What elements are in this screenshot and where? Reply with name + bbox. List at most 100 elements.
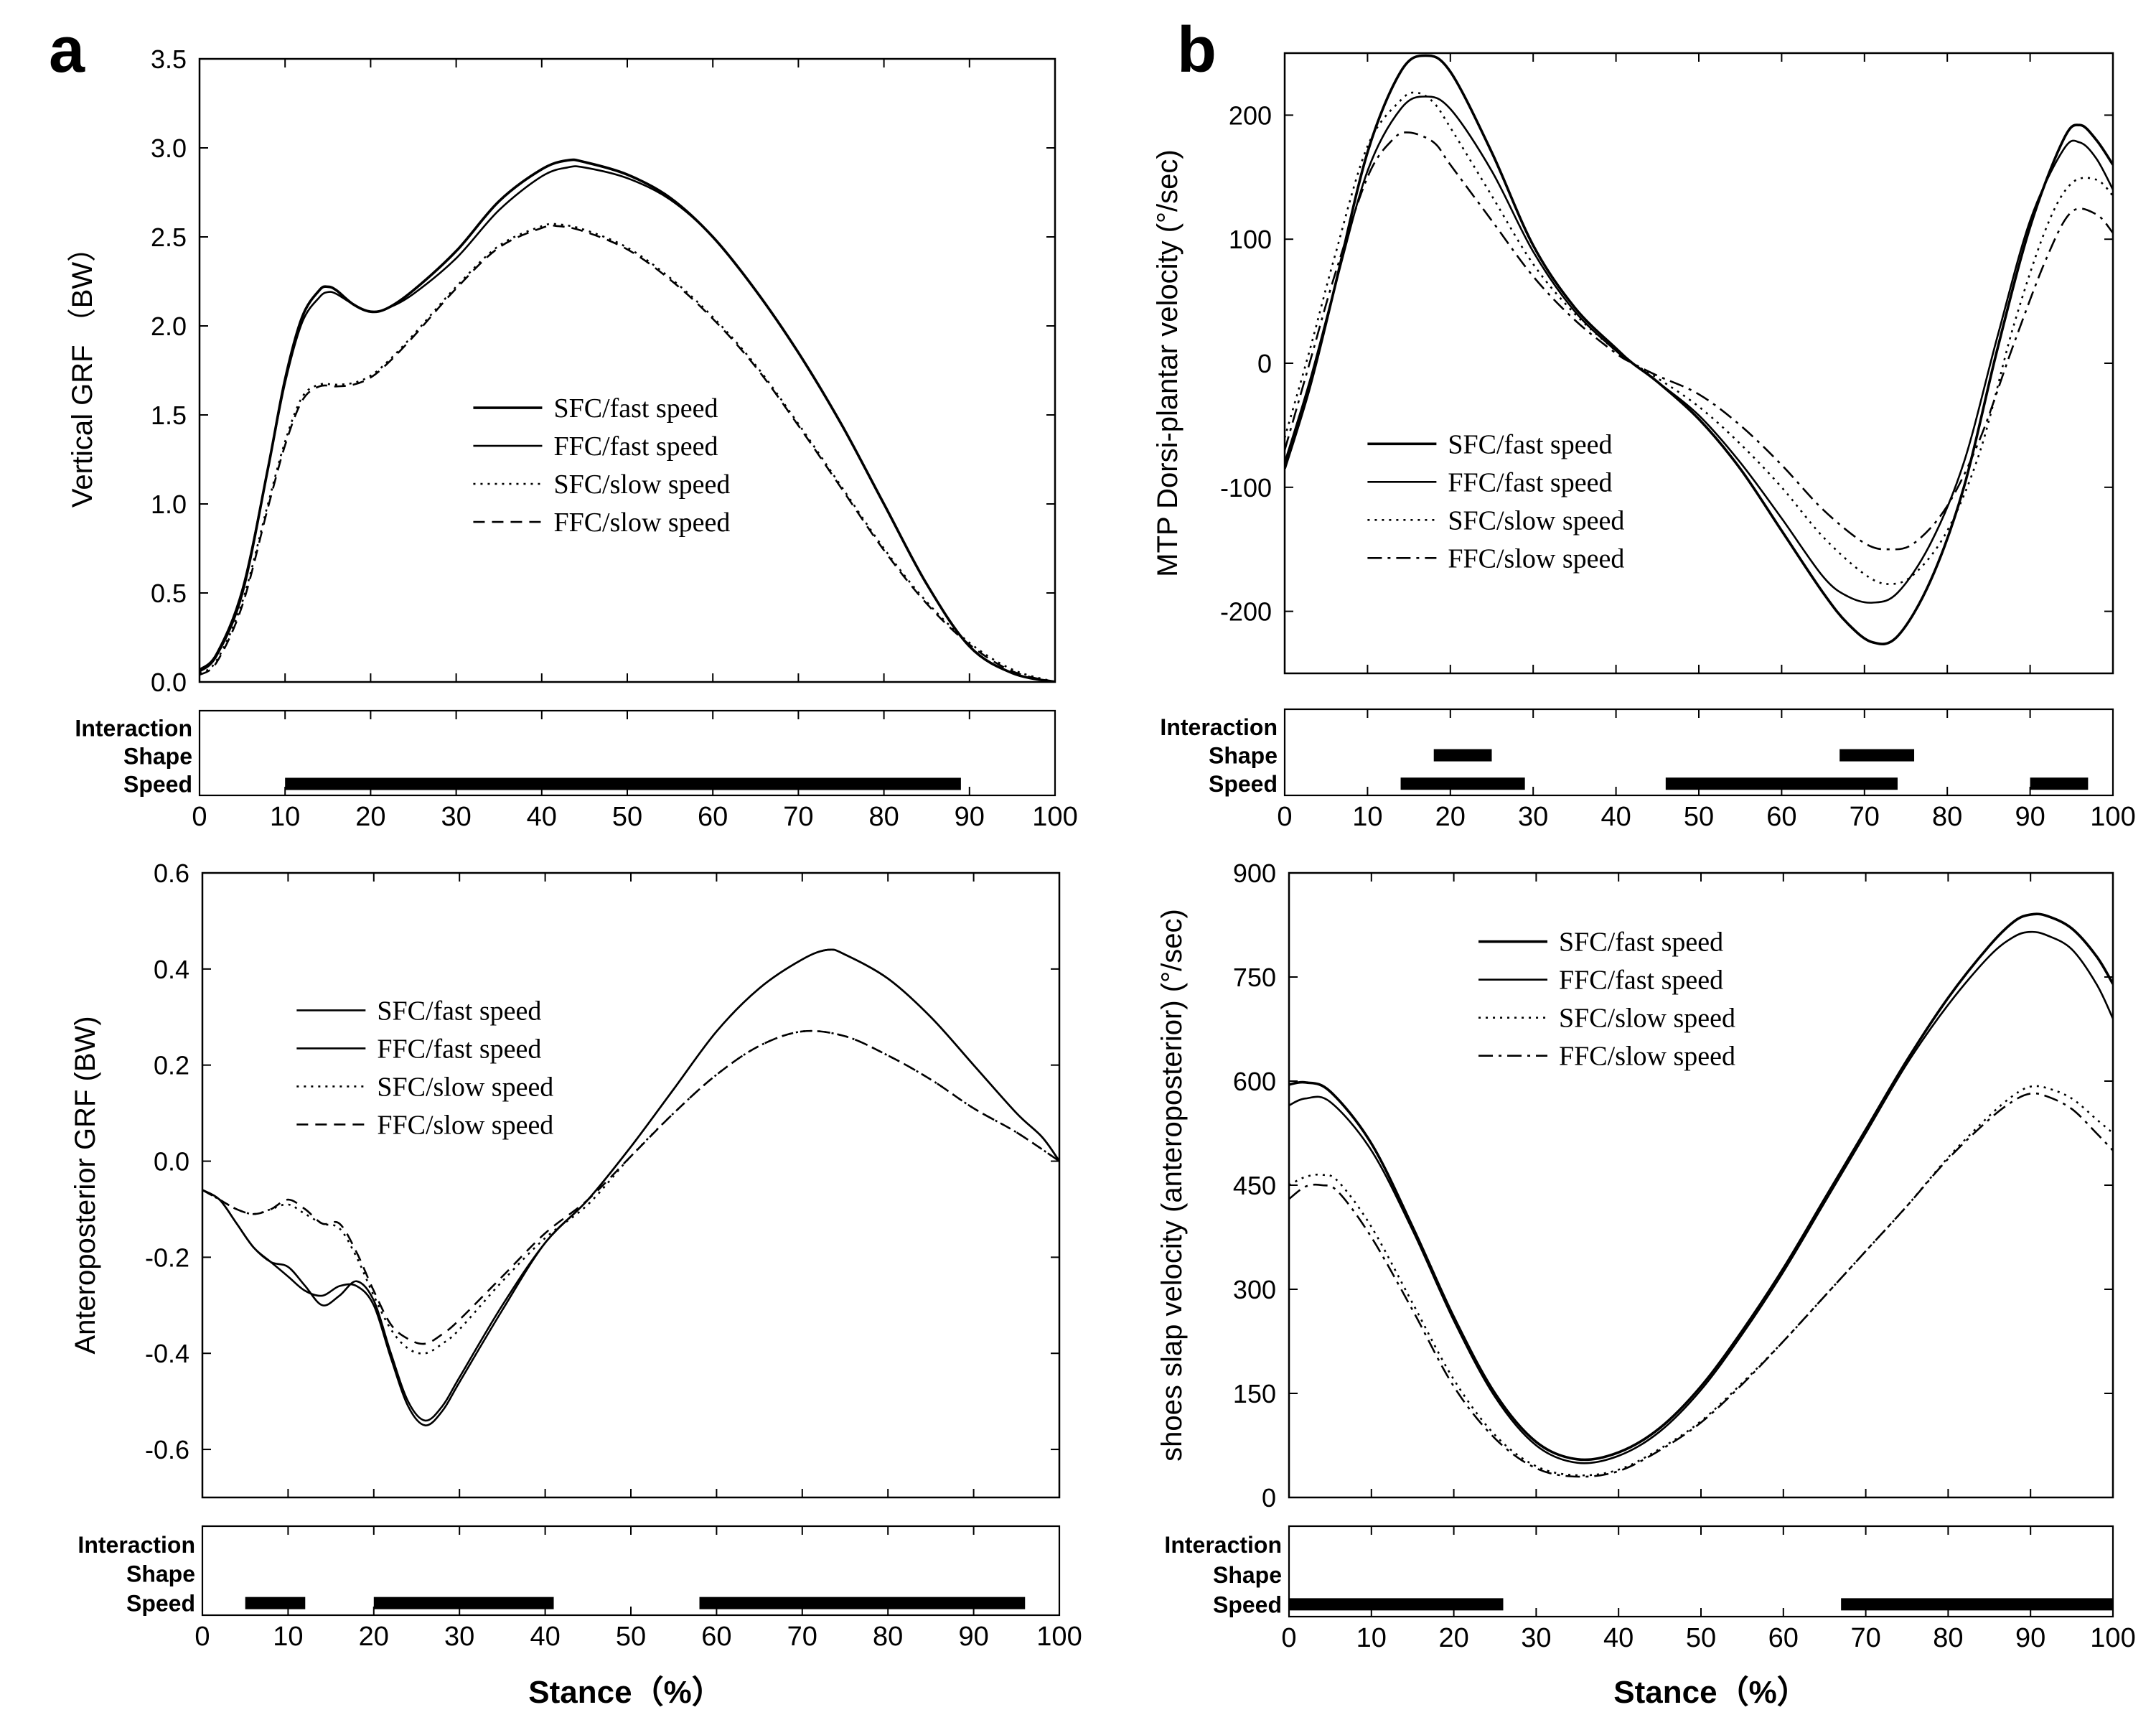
x-tick-label: 10 <box>273 1622 303 1652</box>
legend-label: SFC/slow speed <box>1448 505 1624 536</box>
plot-frame <box>1283 52 2114 675</box>
series-line-ffc-slow-speed <box>202 1029 1059 1345</box>
y-tick-label: 750 <box>1233 963 1276 992</box>
x-tick-label: 70 <box>787 1622 817 1652</box>
x-tick-label: 10 <box>270 802 300 832</box>
legend-label: SFC/slow speed <box>1559 1004 1735 1034</box>
x-tick-label: 0 <box>1281 1623 1296 1653</box>
series-line-ffc-fast-speed <box>1285 95 2113 604</box>
y-axis-label: MTP Dorsi-plantar velocity (°/sec) <box>1152 149 1184 576</box>
y-tick-label: 600 <box>1233 1067 1276 1096</box>
y-tick-label: -200 <box>1220 597 1272 627</box>
significance-bar-speed <box>1400 777 1525 790</box>
x-tick-label: 50 <box>1684 802 1714 832</box>
row-label-shape: Shape <box>126 1561 195 1587</box>
x-tick-label: 30 <box>1518 802 1548 832</box>
line-chart-b_top: -200 -100 0 100 200 MTP Dorsi-plantar velocit… <box>1152 52 2114 675</box>
significance-bar-shape <box>1839 749 1915 762</box>
x-tick-label: 100 <box>1036 1622 1082 1652</box>
x-tick-label: 70 <box>1850 1623 1880 1653</box>
series-line-ffc-fast-speed <box>202 948 1059 1426</box>
significance-bar-shape <box>1433 749 1492 762</box>
legend-label: SFC/fast speed <box>553 393 718 424</box>
series-line-sfc-fast-speed <box>1285 54 2113 645</box>
y-axis-label: Anteroposterior GRF (BW) <box>70 1016 101 1354</box>
x-tick-label: 90 <box>2015 802 2045 832</box>
series-line-sfc-slow-speed <box>1285 91 2113 585</box>
x-tick-label: 50 <box>1686 1623 1716 1653</box>
x-tick-label: 0 <box>192 802 207 832</box>
series-line-sfc-fast-speed <box>1289 912 2113 1462</box>
y-tick-label: 1.5 <box>151 401 187 430</box>
legend-label: SFC/fast speed <box>1559 927 1723 958</box>
line-chart-b_bottom: 0 150 300 450 600 750 900 shoes slap velocity (… <box>1156 859 2114 1513</box>
row-label-speed: Speed <box>1213 1592 1282 1617</box>
y-tick-label: -0.4 <box>145 1339 189 1368</box>
y-tick-label: 2.5 <box>151 223 187 252</box>
legend-label: SFC/slow speed <box>377 1072 553 1102</box>
row-label-shape: Shape <box>123 744 192 770</box>
x-tick-label: 20 <box>355 802 385 832</box>
x-tick-label: 60 <box>1768 1623 1799 1653</box>
x-tick-label: 90 <box>955 802 985 832</box>
charts: 0.0 0.5 1.0 1.5 2.0 2.5 3.0 3.5 Vertical GRF （BW… <box>67 45 2136 1653</box>
x-tick-label: 80 <box>1933 1623 1963 1653</box>
legend-label: FFC/fast speed <box>1559 966 1723 996</box>
significance-bar-speed <box>1289 1598 1504 1611</box>
x-tick-label: 100 <box>2090 1623 2135 1653</box>
y-tick-label: 150 <box>1233 1379 1276 1408</box>
y-tick-label: 0 <box>1257 349 1272 378</box>
significance-bar-speed <box>245 1597 306 1609</box>
plot-frame <box>198 57 1056 683</box>
x-tick-label: 40 <box>1600 802 1631 832</box>
x-tick-label: 80 <box>873 1622 903 1652</box>
x-tick-label: 60 <box>1766 802 1796 832</box>
plot-frame <box>201 871 1061 1499</box>
x-tick-label: 90 <box>958 1622 988 1652</box>
x-tick-label: 100 <box>1032 802 1077 832</box>
significance-bar-speed <box>2030 777 2089 790</box>
y-axis-label: Vertical GRF （BW） <box>67 233 98 508</box>
legend: SFC/fast speed FFC/fast speed SFC/slow spe… <box>473 393 730 538</box>
legend-label: FFC/slow speed <box>377 1110 553 1140</box>
y-tick-label: 450 <box>1233 1171 1276 1200</box>
significance-bar-speed <box>699 1597 1026 1609</box>
significance-chart-a_bottom_bars: Interaction Shape Speed 0 10 20 30 40 50 60 70 80 90… <box>78 1525 1082 1652</box>
row-label-interaction: Interaction <box>1164 1532 1282 1558</box>
y-tick-label: -0.2 <box>145 1243 189 1272</box>
y-tick-label: 0.4 <box>154 955 189 984</box>
row-label-interaction: Interaction <box>78 1532 195 1558</box>
y-tick-label: 0.5 <box>151 579 187 608</box>
y-tick-label: 300 <box>1233 1275 1276 1304</box>
panel-label-a: a <box>49 14 85 86</box>
significance-bar-speed <box>1665 777 1898 790</box>
legend: SFC/fast speed FFC/fast speed SFC/slow spe… <box>296 996 553 1140</box>
legend-label: FFC/slow speed <box>1448 543 1624 574</box>
y-tick-label: 0.2 <box>154 1051 189 1080</box>
series-line-sfc-slow-speed <box>1289 1085 2113 1477</box>
x-tick-label: 70 <box>783 802 813 832</box>
y-tick-label: 0.0 <box>151 668 187 697</box>
series-line-ffc-slow-speed <box>200 224 1055 682</box>
x-tick-label: 40 <box>1603 1623 1634 1653</box>
row-label-speed: Speed <box>126 1591 195 1617</box>
x-tick-label: 80 <box>868 802 899 832</box>
significance-bar-speed <box>285 777 961 790</box>
x-tick-label: 40 <box>527 802 557 832</box>
series-line-ffc-slow-speed <box>1285 131 2113 551</box>
legend: SFC/fast speed FFC/fast speed SFC/slow spe… <box>1478 927 1735 1072</box>
x-axis-title-b: Stance（%） <box>1613 1675 1808 1710</box>
x-tick-label: 10 <box>1356 1623 1387 1653</box>
series-line-ffc-slow-speed <box>1289 1092 2113 1478</box>
row-label-speed: Speed <box>1209 771 1278 797</box>
y-tick-label: -0.6 <box>145 1435 189 1464</box>
x-tick-label: 30 <box>441 802 471 832</box>
y-axis-label: shoes slap velocity (anteroposterior) (°… <box>1156 909 1188 1462</box>
y-tick-label: 2.0 <box>151 312 187 341</box>
y-tick-label: 0.6 <box>154 859 189 888</box>
x-tick-label: 0 <box>1277 802 1292 832</box>
row-label-speed: Speed <box>123 771 192 797</box>
x-tick-label: 90 <box>2015 1623 2045 1653</box>
panel-label-b: b <box>1177 14 1217 86</box>
